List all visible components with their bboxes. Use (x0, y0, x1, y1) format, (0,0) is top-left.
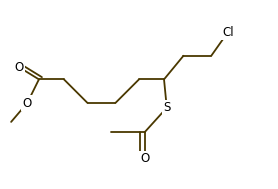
Text: O: O (14, 61, 24, 74)
Text: S: S (163, 101, 170, 114)
Text: O: O (140, 152, 149, 165)
Text: O: O (23, 97, 32, 109)
Text: Cl: Cl (222, 26, 234, 39)
